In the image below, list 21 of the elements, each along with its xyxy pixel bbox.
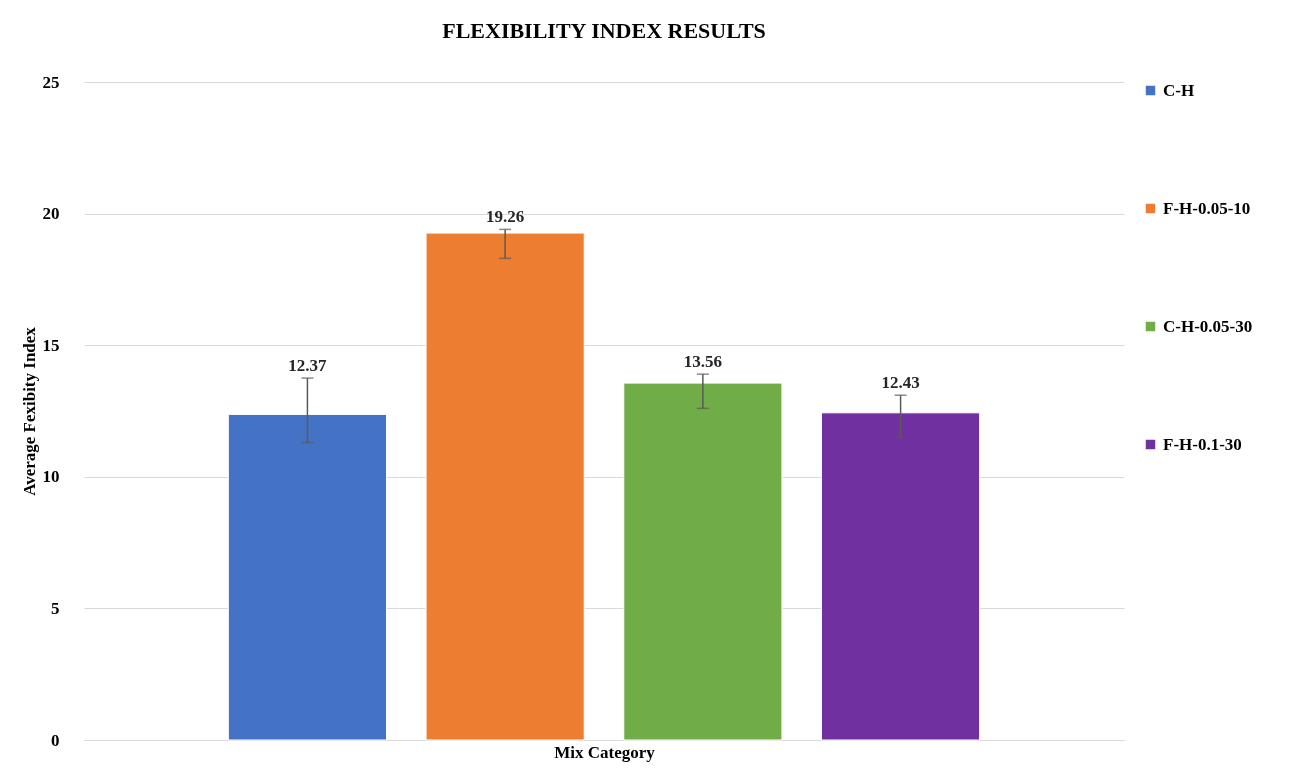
chart-title: FLEXIBILITY INDEX RESULTS: [442, 18, 766, 43]
legend-label: F-H-0.05-10: [1163, 198, 1251, 218]
bar: [227, 413, 388, 741]
bar: [820, 412, 981, 741]
data-label: 12.37: [288, 356, 328, 376]
data-label: 19.26: [486, 207, 525, 227]
y-tick-label: 5: [51, 598, 60, 618]
y-tick-label: 25: [42, 72, 60, 92]
y-tick-label: 20: [42, 204, 60, 224]
y-axis-title: Average Fexibity Index: [19, 326, 39, 496]
y-tick-label: 10: [42, 467, 60, 487]
legend-label: C-H: [1163, 80, 1195, 100]
data-label: 12.43: [881, 373, 920, 393]
legend-label: C-H-0.05-30: [1163, 316, 1253, 336]
bar: [623, 382, 783, 741]
legend-label: F-H-0.1-30: [1163, 434, 1242, 454]
y-tick-label: 15: [42, 335, 60, 355]
x-axis-title: Mix Category: [554, 742, 656, 762]
bar: [425, 232, 585, 741]
y-tick-label: 0: [51, 730, 60, 750]
data-label: 13.56: [683, 352, 722, 372]
